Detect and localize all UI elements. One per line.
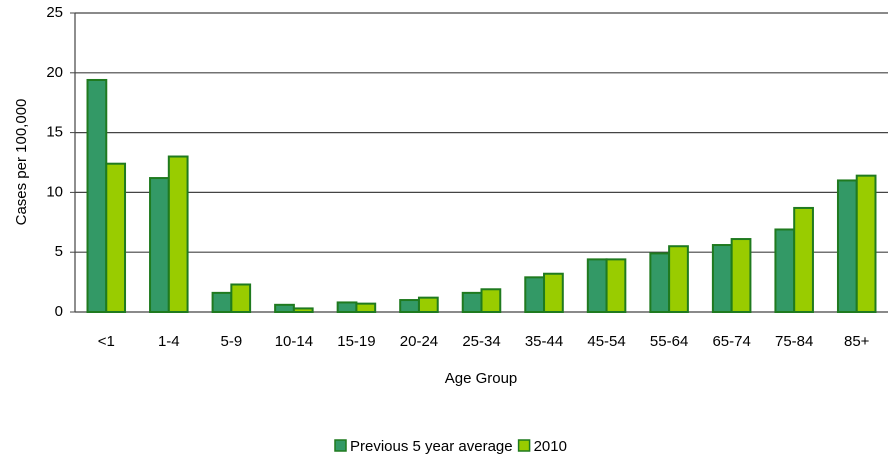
bar	[524, 276, 546, 314]
bar	[711, 244, 733, 313]
x-tick-label: <1	[98, 333, 115, 350]
bar	[292, 307, 314, 313]
y-tick-label: 25	[46, 4, 63, 21]
bar	[730, 238, 752, 314]
legend-label: 2010	[534, 438, 567, 455]
x-tick-label: 55-64	[650, 333, 688, 350]
bar	[480, 288, 502, 313]
y-axis-label: Cases per 100,000	[13, 99, 30, 226]
x-tick-label: 10-14	[275, 333, 313, 350]
bar	[649, 252, 671, 313]
bar	[105, 162, 127, 313]
x-tick-label: 85+	[844, 333, 870, 350]
bar	[668, 245, 689, 313]
x-tick-label: 25-34	[462, 333, 500, 350]
bar	[167, 155, 189, 313]
x-tick-label: 75-84	[775, 333, 813, 350]
y-tick-label: 15	[46, 124, 63, 141]
x-axis-label: Age Group	[445, 370, 518, 387]
x-tick-label: 35-44	[525, 333, 563, 350]
bar	[230, 283, 252, 314]
bar	[211, 291, 233, 314]
x-tick-label: 1-4	[158, 333, 180, 350]
legend-swatch	[517, 439, 531, 452]
legend-label: Previous 5 year average	[350, 438, 513, 455]
bar	[399, 299, 420, 314]
x-tick-label: 15-19	[337, 333, 375, 350]
x-tick-label: 65-74	[712, 333, 750, 350]
bar	[417, 296, 439, 314]
bar	[86, 78, 108, 313]
bar	[793, 206, 814, 313]
bar	[774, 228, 796, 313]
bar	[836, 179, 858, 313]
y-tick-label: 10	[46, 183, 63, 200]
x-tick-label: 45-54	[587, 333, 625, 350]
legend-swatch	[334, 439, 347, 452]
y-tick-label: 5	[55, 243, 63, 260]
bar	[336, 301, 358, 314]
bar	[586, 258, 608, 314]
bar	[355, 302, 377, 313]
bar	[543, 272, 564, 313]
y-tick-label: 0	[55, 303, 63, 320]
x-tick-label: 5-9	[221, 333, 243, 350]
bar	[605, 258, 627, 314]
bar	[149, 177, 170, 313]
x-tick-label: 20-24	[400, 333, 438, 350]
y-tick-label: 20	[46, 64, 63, 81]
bar	[461, 291, 483, 314]
bar	[274, 303, 295, 314]
bar	[855, 174, 877, 313]
